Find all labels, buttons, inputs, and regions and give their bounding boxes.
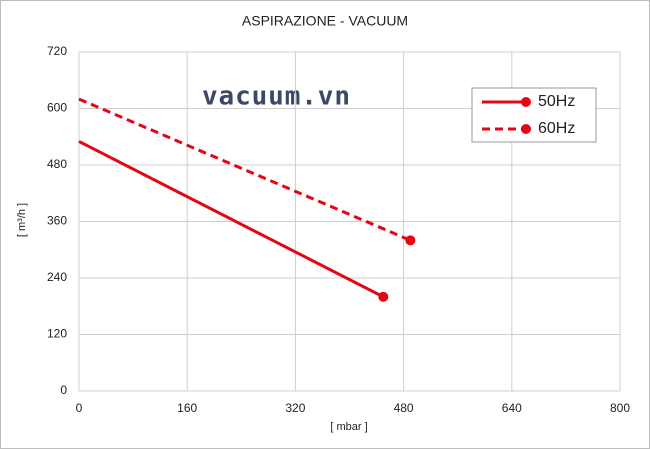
x-tick-label: 0 [76, 401, 83, 415]
point-marker [405, 235, 416, 246]
y-tick-label: 360 [47, 214, 67, 228]
x-tick-label: 320 [285, 401, 305, 415]
y-tick-label: 0 [60, 383, 67, 397]
x-tick-label: 160 [177, 401, 197, 415]
y-tick-label: 240 [47, 270, 67, 284]
legend-marker [521, 97, 531, 107]
x-tick-label: 480 [394, 401, 414, 415]
x-axis-label: [ mbar ] [330, 421, 367, 433]
x-tick-label: 800 [610, 401, 630, 415]
point-marker [378, 291, 389, 302]
y-tick-label: 480 [47, 157, 67, 171]
series-line [78, 140, 384, 299]
series-line [78, 97, 411, 242]
watermark: vacuum.vn [202, 82, 350, 112]
y-tick-label: 120 [47, 327, 67, 341]
legend-box [471, 87, 597, 143]
chart-title: ASPIRAZIONE - VACUUM [242, 13, 408, 29]
legend-marker [521, 124, 531, 134]
y-axis-label: [ m³/h ] [16, 203, 28, 237]
x-tick-label: 640 [502, 401, 522, 415]
y-tick-label: 720 [47, 44, 67, 58]
legend-label: 50Hz [538, 93, 575, 110]
y-tick-label: 600 [47, 101, 67, 115]
legend-label: 60Hz [538, 120, 575, 137]
